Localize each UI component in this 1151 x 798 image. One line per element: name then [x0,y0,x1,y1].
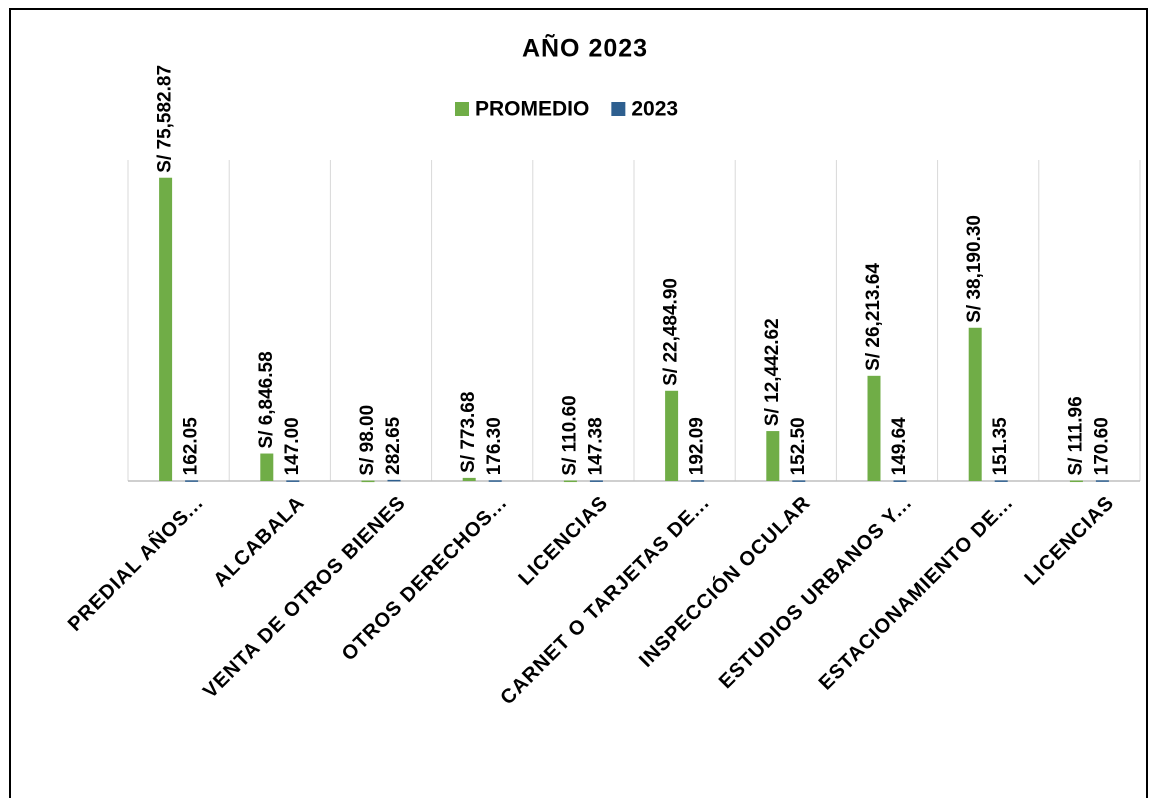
bar [893,480,907,482]
bar [563,480,577,483]
x-tick-label: CARNET O TARJETAS DE... [496,492,714,710]
value-label: S/ 110.60 [559,395,580,475]
x-tick-label: PREDIAL AÑOS... [63,491,208,636]
bar [286,480,300,482]
bar [488,480,502,482]
value-label: 147.00 [282,417,303,475]
bar [361,480,375,483]
legend-swatch [611,102,626,116]
value-label: 149.64 [889,417,910,476]
value-label: 151.35 [990,417,1011,476]
value-label: S/ 111.96 [1065,396,1086,475]
value-label: 162.05 [181,417,202,476]
value-label: S/ 75,582.87 [155,65,176,173]
value-label: S/ 12,442.62 [762,318,783,426]
bar [589,480,603,482]
value-label: 176.30 [484,417,505,475]
x-tick-label: OTROS DERECHOS... [338,492,512,666]
bar [766,431,780,481]
value-label: S/ 26,213.64 [863,263,884,371]
value-label: 192.09 [687,417,708,475]
legend-label: PROMEDIO [475,98,589,121]
bar [1069,480,1083,483]
x-tick-label: LICENCIAS [515,492,613,590]
chart-title: AÑO 2023 [522,33,648,63]
legend-label: 2023 [631,98,678,121]
value-label: 152.50 [788,417,809,475]
bar [665,390,679,481]
value-label: S/ 773.68 [458,392,479,473]
frame [9,8,1148,798]
value-label: 282.65 [383,416,404,475]
x-tick-label: ESTUDIOS URBANOS Y... [715,492,916,693]
value-label: S/ 22,484.90 [661,278,682,386]
value-label: S/ 6,846.58 [256,351,277,448]
bar [462,477,476,481]
bar [968,327,982,481]
value-label: 147.38 [585,417,606,475]
value-label: S/ 98.00 [357,405,378,476]
x-tick-label: VENTA DE OTROS BIENES [199,492,410,703]
value-label: 170.60 [1091,417,1112,475]
legend-swatch [455,102,469,116]
x-tick-label: ALCABALA [209,492,309,592]
bar [159,177,173,481]
bar [185,480,199,482]
x-tick-label: INSPECCIÓN OCULAR [634,490,815,671]
bar [260,453,274,481]
bar [994,480,1008,482]
bar [387,479,401,482]
bar [691,480,705,482]
bar [792,480,806,482]
x-tick-label: ESTACIONAMIENTO DE... [815,492,1018,695]
x-tick-label: LICENCIAS [1021,492,1119,590]
value-label: S/ 38,190.30 [964,215,985,323]
bar [1095,480,1109,482]
bar [867,375,881,481]
